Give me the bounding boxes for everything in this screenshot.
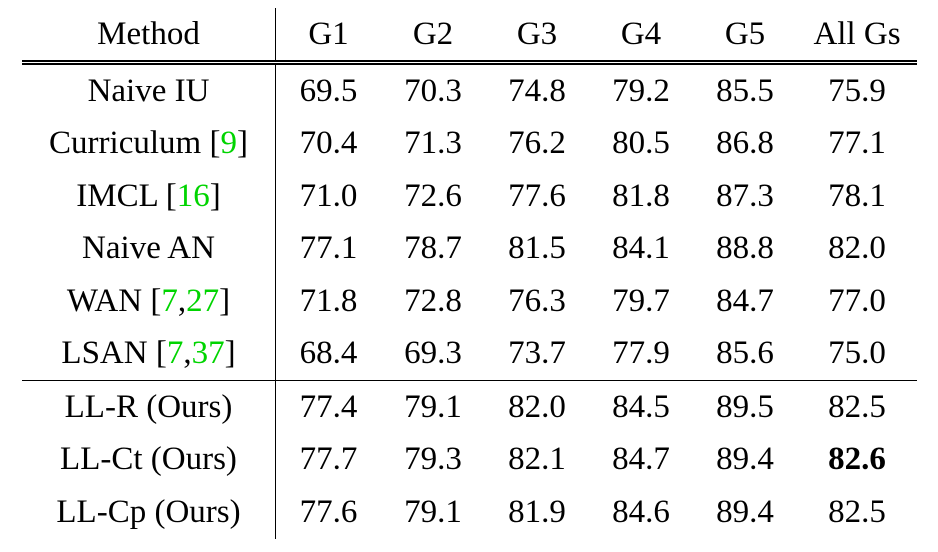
header-g1: G1 <box>275 8 381 65</box>
value-cell-g3: 73.7 <box>508 335 566 372</box>
method-cell: LSAN [7,37] <box>22 327 276 381</box>
method-name: WAN <box>66 282 143 319</box>
value-cell-g5: 85.6 <box>716 335 774 372</box>
method-cell: WAN [7,27] <box>22 275 276 328</box>
value-cell-g2: 78.7 <box>404 230 462 267</box>
value-cell-g3: 82.0 <box>485 380 589 434</box>
value-cell-g1: 71.0 <box>299 177 358 214</box>
value-cell-g4: 84.7 <box>612 441 670 478</box>
value-cell-g4: 84.1 <box>612 230 670 267</box>
value-cell-all-gs: 82.5 <box>828 493 886 530</box>
method-name: LL-R (Ours) <box>64 388 233 425</box>
table-row: LL-R (Ours) 77.4 79.1 82.0 84.5 89.5 82.5 <box>22 380 917 434</box>
value-cell-g2: 69.3 <box>404 335 462 372</box>
value-cell-g4: 77.9 <box>612 335 670 372</box>
value-cell-g5: 85.5 <box>716 72 774 109</box>
table-row: Naive AN 77.1 78.7 81.5 84.1 88.8 82.0 <box>22 222 917 275</box>
table-row: Naive IU 69.5 70.3 74.8 79.2 85.5 75.9 <box>22 62 917 118</box>
header-g2: G2 <box>381 8 485 65</box>
value-cell-g2: 79.1 <box>404 493 462 530</box>
method-name: LSAN <box>61 335 148 372</box>
value-cell-g1: 69.5 <box>299 72 358 109</box>
table-row: Curriculum [9] 70.4 71.3 76.2 80.5 86.8 77.1 <box>22 117 917 170</box>
method-name: LL-Cp (Ours) <box>56 493 241 530</box>
header-g5: G5 <box>693 8 797 65</box>
value-cell-g5: 89.4 <box>716 493 774 530</box>
value-cell-g2: 79.1 <box>381 380 485 434</box>
value-cell-all-gs: 77.1 <box>828 125 886 162</box>
citation-link[interactable]: 9 <box>220 125 237 162</box>
value-cell-all-gs: 77.0 <box>828 282 886 319</box>
value-cell-all-gs: 75.0 <box>828 335 886 372</box>
header-method: Method <box>22 8 276 65</box>
method-cell: Curriculum [9] <box>22 117 276 170</box>
value-cell-g5: 86.8 <box>716 125 774 162</box>
citation-link[interactable]: 7 <box>161 282 178 319</box>
method-cell: Naive AN <box>22 222 276 275</box>
method-cell: Naive IU <box>22 62 276 118</box>
value-cell-all-gs: 82.0 <box>828 230 886 267</box>
header-g4: G4 <box>589 8 693 65</box>
value-cell-g2: 72.6 <box>404 177 462 214</box>
value-cell-g4: 79.7 <box>612 282 670 319</box>
value-cell-g1: 68.4 <box>299 335 358 372</box>
table-row: LL-Ct (Ours) 77.7 79.3 82.1 84.7 89.4 82.6 <box>22 433 917 486</box>
table-row: LSAN [7,37] 68.4 69.3 73.7 77.9 85.6 75.0 <box>22 327 917 381</box>
value-cell-g3: 76.2 <box>508 125 566 162</box>
value-cell-all-gs: 82.6 <box>828 441 886 478</box>
table-header: Method G1 G2 G3 G4 G5 All Gs <box>22 8 917 65</box>
value-cell-g1: 71.8 <box>299 282 358 319</box>
value-cell-g3: 77.6 <box>508 177 566 214</box>
header-all-gs: All Gs <box>797 8 917 65</box>
method-name: Naive IU <box>87 72 210 109</box>
value-cell-g3: 81.9 <box>508 493 566 530</box>
method-name: Naive AN <box>82 230 215 267</box>
value-cell-g2: 71.3 <box>404 125 462 162</box>
value-cell-g1: 77.6 <box>299 493 358 530</box>
value-cell-g4: 84.5 <box>589 380 693 434</box>
value-cell-g1: 77.7 <box>299 441 358 478</box>
value-cell-g2: 72.8 <box>404 282 462 319</box>
citation-link[interactable]: 27 <box>186 282 220 319</box>
citation-link[interactable]: 37 <box>191 335 225 372</box>
method-cell: LL-R (Ours) <box>22 380 276 434</box>
method-name: IMCL <box>76 177 158 214</box>
table-row: LL-Cp (Ours) 77.6 79.1 81.9 84.6 89.4 82.5 <box>22 486 917 539</box>
value-cell-g5: 87.3 <box>716 177 774 214</box>
value-cell-g5: 89.4 <box>716 441 774 478</box>
value-cell-g3: 82.1 <box>508 441 566 478</box>
citation-link[interactable]: 16 <box>176 177 210 214</box>
value-cell-g5: 89.5 <box>693 380 797 434</box>
value-cell-g3: 81.5 <box>508 230 566 267</box>
table-row: WAN [7,27] 71.8 72.8 76.3 79.7 84.7 77.0 <box>22 275 917 328</box>
method-name: LL-Ct (Ours) <box>60 441 237 478</box>
value-cell-all-gs: 75.9 <box>828 72 886 109</box>
citation-link[interactable]: 7 <box>166 335 184 372</box>
table-body: Naive IU 69.5 70.3 74.8 79.2 85.5 75.9 Curricul… <box>22 62 917 539</box>
value-cell-g2: 79.3 <box>404 441 462 478</box>
value-cell-g2: 70.3 <box>404 72 462 109</box>
method-cell: LL-Ct (Ours) <box>22 433 276 486</box>
value-cell-g1: 70.4 <box>299 125 358 162</box>
value-cell-g5: 88.8 <box>716 230 774 267</box>
header-row: Method G1 G2 G3 G4 G5 All Gs <box>22 8 917 65</box>
value-cell-all-gs: 82.5 <box>797 380 917 434</box>
value-cell-g5: 84.7 <box>716 282 774 319</box>
value-cell-g4: 80.5 <box>612 125 670 162</box>
method-cell: IMCL [16] <box>22 170 276 223</box>
value-cell-all-gs: 78.1 <box>828 177 886 214</box>
value-cell-g4: 84.6 <box>612 493 670 530</box>
value-cell-g3: 74.8 <box>508 72 566 109</box>
value-cell-g1: 77.4 <box>275 380 381 434</box>
table-row: IMCL [16] 71.0 72.6 77.6 81.8 87.3 78.1 <box>22 170 917 223</box>
results-table: Method G1 G2 G3 G4 G5 All Gs Naive IU 69.… <box>22 8 917 539</box>
value-cell-g4: 81.8 <box>612 177 670 214</box>
value-cell-g4: 79.2 <box>612 72 670 109</box>
header-g3: G3 <box>485 8 589 65</box>
method-cell: LL-Cp (Ours) <box>22 486 276 539</box>
value-cell-g3: 76.3 <box>508 282 566 319</box>
value-cell-g1: 77.1 <box>299 230 358 267</box>
method-name: Curriculum <box>49 125 202 162</box>
